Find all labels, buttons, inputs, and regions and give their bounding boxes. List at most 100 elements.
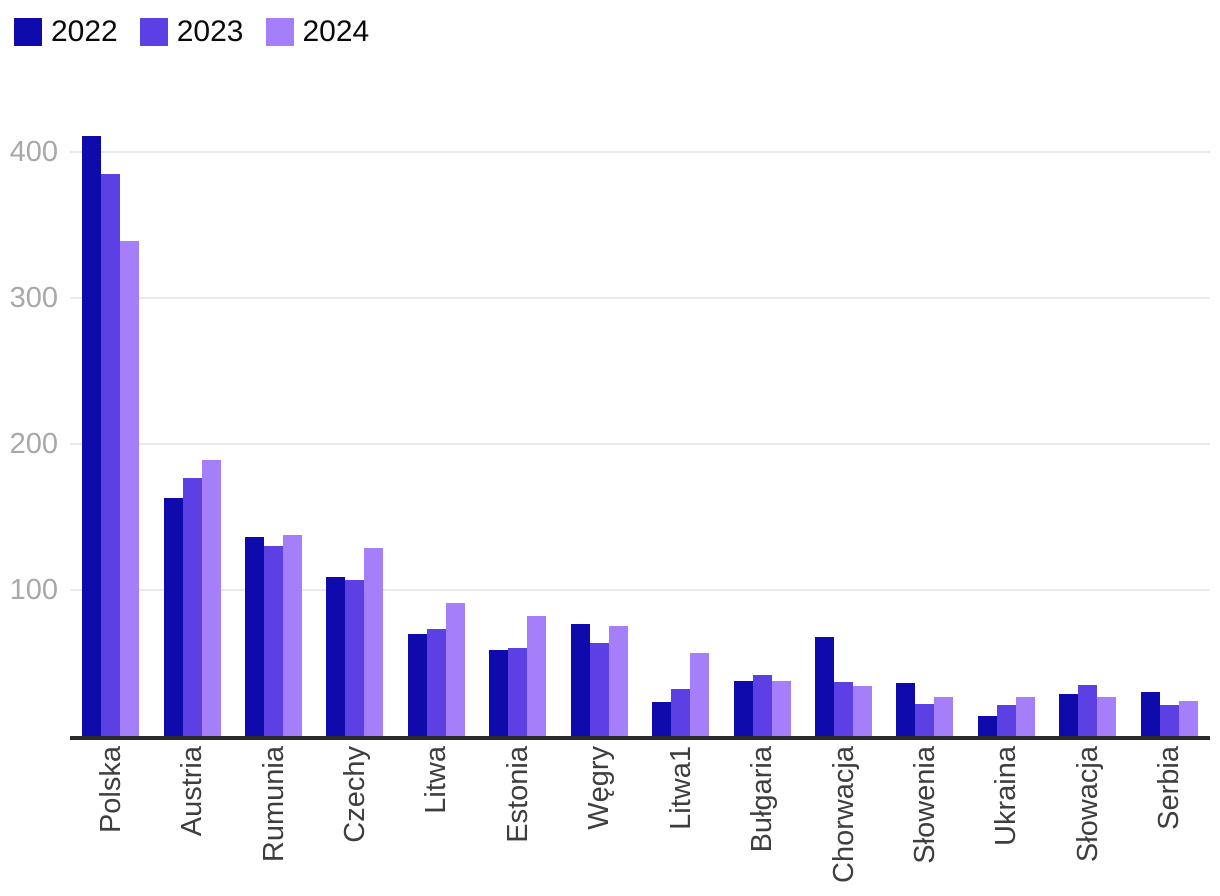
bar-2024-chorwacja: [853, 686, 872, 736]
bar-2023-bu-garia: [752, 675, 772, 736]
bar-group-w-gry: [559, 0, 640, 736]
x-axis-label-text: Słowacja: [1071, 746, 1104, 863]
bar-2024-s-owenia: [934, 697, 954, 736]
x-axis-label-austria: Austria: [151, 746, 232, 896]
x-axis-label-bu-garia: Bułgaria: [721, 746, 802, 896]
bar-2022-bu-garia: [733, 681, 753, 736]
bar-2024-austria: [201, 460, 221, 736]
bar-2022-litwa1: [652, 702, 672, 736]
bar-2024-polska: [120, 241, 140, 736]
bar-2022-czechy: [326, 577, 346, 736]
bar-2022-s-owacja: [1059, 694, 1079, 736]
gridline-300: [70, 297, 1210, 299]
bar-2024-litwa1: [690, 653, 710, 736]
x-axis-label-estonia: Estonia: [477, 746, 558, 896]
bar-group-litwa1: [640, 0, 721, 736]
y-axis: 100 200 300 400: [0, 0, 58, 740]
legend-swatch-2023: [139, 18, 168, 46]
y-axis-tick-label-200: 200: [9, 428, 58, 460]
x-axis-label-polska: Polska: [70, 746, 151, 896]
bar-2022-estonia: [489, 650, 509, 736]
x-axis-label-text: Litwa: [420, 746, 453, 814]
legend-label-2023: 2023: [176, 15, 244, 48]
bar-2024-estonia: [527, 616, 547, 736]
legend-swatch-2024: [265, 18, 294, 46]
plot-area: [70, 0, 1210, 740]
bar-group-bu-garia: [721, 0, 802, 736]
x-axis-label-s-owenia: Słowenia: [884, 746, 965, 896]
bar-2024-rumunia: [283, 535, 303, 736]
bar-group-austria: [151, 0, 232, 736]
bar-group-s-owacja: [1047, 0, 1128, 736]
x-axis-label-s-owacja: Słowacja: [1047, 746, 1128, 896]
x-axis-label-text: Serbia: [1153, 746, 1186, 830]
bar-2024-w-gry: [608, 626, 628, 736]
x-axis-label-ukraina: Ukraina: [966, 746, 1047, 896]
bar-group-ukraina: [966, 0, 1047, 736]
bar-2024-s-owacja: [1097, 697, 1117, 736]
legend-swatch-2022: [14, 18, 42, 46]
bar-2022-ukraina: [977, 716, 997, 736]
x-axis-label-chorwacja: Chorwacja: [803, 746, 884, 896]
bar-2024-ukraina: [1015, 697, 1035, 736]
legend-label-2024: 2024: [302, 15, 370, 48]
x-axis-label-litwa1: Litwa1: [640, 746, 721, 896]
bar-2023-s-owenia: [915, 704, 935, 736]
x-axis-label-text: Chorwacja: [827, 746, 860, 883]
bar-group-s-owenia: [884, 0, 965, 736]
gridline-200: [70, 443, 1210, 445]
bar-2023-litwa1: [671, 689, 691, 736]
bar-2022-litwa: [407, 634, 427, 736]
x-axis-label-serbia: Serbia: [1128, 746, 1209, 896]
bar-2023-s-owacja: [1078, 685, 1098, 736]
y-axis-tick-label-300: 300: [9, 282, 58, 314]
bar-2023-estonia: [508, 648, 528, 736]
bar-2024-bu-garia: [771, 681, 791, 736]
x-axis-label-litwa: Litwa: [396, 746, 477, 896]
y-axis-tick-label-400: 400: [9, 136, 58, 168]
bar-2022-serbia: [1140, 692, 1160, 736]
legend-item-2022: 2022: [14, 17, 118, 47]
x-axis-label-text: Bułgaria: [746, 746, 779, 853]
bar-2024-litwa: [445, 603, 465, 736]
bar-2024-czechy: [364, 548, 384, 736]
bar-2022-austria: [163, 498, 183, 736]
y-axis-tick-label-100: 100: [9, 574, 58, 606]
x-axis-label-text: Czechy: [338, 746, 371, 843]
bar-group-chorwacja: [803, 0, 884, 736]
legend-item-2024: 2024: [265, 15, 370, 48]
bar-2023-rumunia: [264, 546, 284, 736]
bar-2022-chorwacja: [815, 637, 834, 736]
legend-label-2022: 2022: [51, 15, 118, 48]
legend-item-2023: 2023: [139, 15, 244, 48]
bar-2022-rumunia: [245, 537, 265, 736]
bar-2023-austria: [182, 478, 202, 736]
x-axis-label-text: Słowenia: [908, 746, 941, 864]
bar-group-litwa: [396, 0, 477, 736]
bar-2022-polska: [82, 136, 102, 736]
bar-2023-w-gry: [589, 643, 609, 736]
x-axis-label-text: Litwa1: [664, 746, 697, 830]
bar-2023-chorwacja: [834, 682, 853, 736]
bar-group-czechy: [314, 0, 395, 736]
bar-2022-w-gry: [570, 624, 590, 736]
bar-2023-serbia: [1159, 705, 1179, 736]
bar-2024-serbia: [1178, 701, 1198, 736]
bar-group-estonia: [477, 0, 558, 736]
x-axis-label-text: Austria: [176, 746, 209, 837]
bar-2023-ukraina: [996, 705, 1016, 736]
x-axis-label-text: Ukraina: [990, 746, 1023, 846]
x-axis-label-czechy: Czechy: [314, 746, 395, 896]
gridline-400: [70, 151, 1210, 153]
bar-group-rumunia: [233, 0, 314, 736]
bar-group-polska: [70, 0, 151, 736]
bar-groups: [70, 0, 1210, 736]
chart-legend: 2022 2023 2024: [14, 17, 369, 47]
x-axis-labels: Polska Austria Rumunia Czechy Litwa Estonia Wę…: [70, 746, 1210, 896]
bar-group-serbia: [1128, 0, 1209, 736]
x-axis-label-text: Węgry: [583, 746, 616, 830]
bar-2023-czechy: [345, 580, 365, 736]
bar-2023-litwa: [426, 629, 446, 736]
x-axis-label-text: Rumunia: [257, 746, 290, 863]
